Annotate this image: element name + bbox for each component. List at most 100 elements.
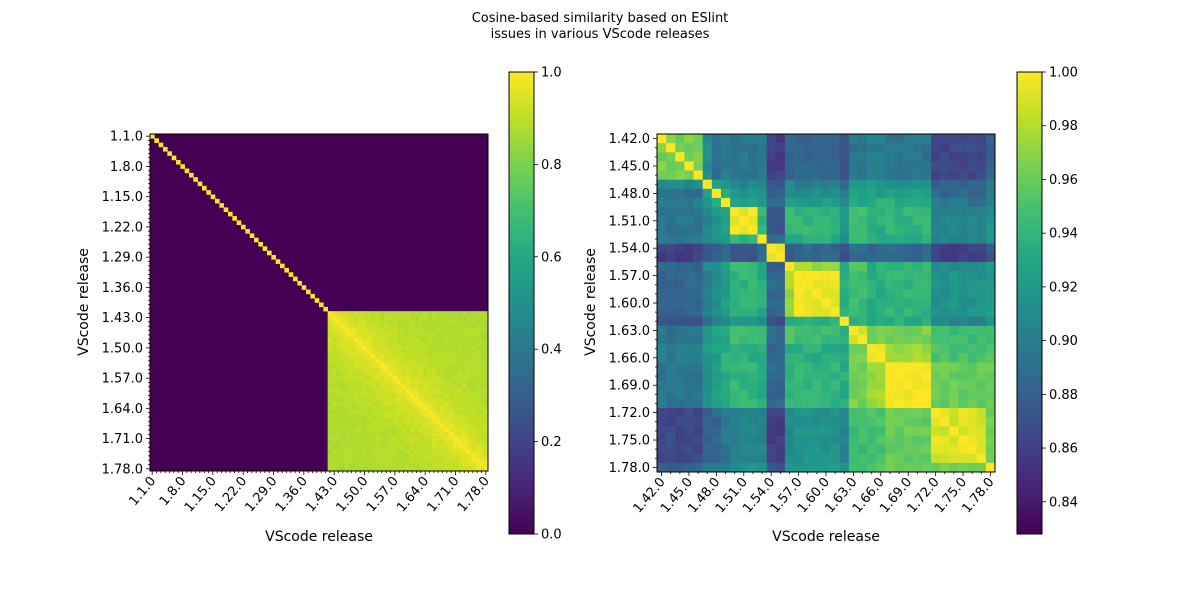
- left-colorbar-gradient-band: [509, 172, 534, 177]
- left-block-cell: [436, 406, 441, 411]
- right-colorbar-gradient-band: [1017, 141, 1042, 146]
- left-block-cell: [392, 350, 398, 355]
- left-block-cell: [457, 453, 463, 459]
- left-block-cell: [462, 410, 467, 416]
- right-heatmap-cell: [657, 170, 667, 180]
- left-colorbar-gradient-band: [509, 233, 534, 238]
- right-heatmap-cell: [921, 161, 932, 171]
- left-block-cell: [340, 414, 346, 420]
- right-heatmap-cell: [921, 289, 932, 299]
- right-heatmap-cell: [885, 170, 895, 180]
- left-block-cell: [353, 401, 359, 407]
- right-heatmap-cell: [666, 134, 676, 144]
- right-heatmap-cell: [985, 152, 996, 162]
- left-block-cell: [358, 414, 363, 420]
- left-block-cell: [375, 332, 380, 338]
- left-block-cell: [388, 449, 393, 455]
- right-heatmap-cell: [949, 179, 959, 190]
- right-colorbar-gradient-band: [1017, 75, 1042, 81]
- left-colorbar-gradient-band: [509, 372, 534, 377]
- left-block-cell: [479, 414, 484, 420]
- left-block-cell: [401, 371, 406, 377]
- right-heatmap-cell: [766, 243, 777, 254]
- right-heatmap-cell: [921, 216, 932, 226]
- left-block-cell: [332, 419, 337, 424]
- left-block-cell: [431, 358, 437, 364]
- left-x-tick-label: 1.71.0: [424, 474, 462, 515]
- left-block-cell: [475, 388, 480, 394]
- right-heatmap-cell: [976, 426, 987, 436]
- right-colorbar-gradient-band: [1017, 376, 1042, 381]
- left-block-cell: [397, 445, 402, 450]
- left-block-cell: [475, 328, 480, 334]
- right-heatmap-cell: [730, 316, 740, 327]
- left-colorbar-gradient-band: [509, 426, 534, 431]
- right-heatmap-cell: [949, 243, 959, 254]
- right-heatmap-cell: [684, 389, 694, 400]
- right-heatmap-cell: [794, 161, 804, 171]
- right-heatmap-cell: [657, 435, 667, 445]
- right-colorbar-gradient-band: [1017, 387, 1042, 392]
- right-heatmap-cell: [702, 243, 713, 254]
- right-heatmap-cell: [949, 197, 959, 208]
- left-colorbar-gradient-band: [509, 168, 534, 173]
- left-colorbar-gradient-band: [509, 287, 534, 292]
- left-block-cell: [332, 384, 337, 390]
- left-block-cell: [436, 367, 441, 372]
- right-heatmap-cell: [757, 389, 767, 400]
- left-block-cell: [414, 406, 419, 411]
- right-heatmap-cell: [666, 307, 676, 318]
- right-heatmap-cell: [794, 344, 804, 354]
- right-colorbar-gradient-band: [1017, 341, 1042, 346]
- right-heatmap-cell: [876, 380, 886, 391]
- left-block-cell: [401, 328, 406, 334]
- left-block-cell: [431, 445, 437, 450]
- right-colorbar-gradient-band: [1017, 491, 1042, 496]
- right-heatmap-cell: [675, 252, 685, 263]
- left-block-cell: [371, 354, 376, 359]
- left-block-cell: [423, 449, 428, 455]
- left-block-cell: [449, 419, 454, 424]
- right-heatmap-cell: [912, 408, 923, 418]
- right-heatmap-cell: [812, 371, 822, 381]
- left-block-cell: [423, 466, 428, 472]
- right-heatmap-cell: [711, 261, 722, 272]
- right-heatmap-cell: [794, 289, 804, 299]
- right-heatmap-cell: [876, 435, 886, 445]
- left-block-cell: [375, 388, 380, 394]
- right-heatmap-cell: [903, 261, 914, 272]
- left-block-cell: [384, 458, 389, 463]
- left-colorbar-gradient-band: [509, 79, 534, 84]
- right-heatmap-cell: [711, 380, 722, 391]
- right-heatmap-cell: [766, 462, 777, 473]
- left-block-cell: [444, 358, 450, 364]
- right-colorbar-gradient-band: [1017, 472, 1042, 477]
- left-block-cell: [483, 401, 489, 407]
- right-heatmap-cell: [903, 307, 914, 318]
- left-block-cell: [475, 350, 480, 355]
- right-heatmap-cell: [821, 207, 831, 217]
- right-heatmap-cell: [931, 152, 941, 162]
- right-heatmap-cell: [675, 316, 685, 327]
- left-block-cell: [384, 328, 389, 334]
- right-heatmap-cell: [803, 170, 813, 180]
- left-block-cell: [349, 311, 354, 316]
- left-block-cell: [345, 453, 350, 459]
- left-block-cell: [327, 458, 333, 463]
- right-heatmap-cells: [657, 134, 996, 473]
- left-block-cell: [418, 427, 424, 433]
- right-heatmap-cell: [720, 289, 731, 299]
- right-heatmap-cell: [711, 289, 722, 299]
- left-block-cell: [358, 362, 363, 368]
- left-block-cell: [444, 328, 450, 334]
- right-heatmap-cell: [720, 225, 731, 235]
- right-colorbar-gradient-band: [1017, 318, 1042, 323]
- left-block-cell: [431, 462, 437, 467]
- right-heatmap-cell: [748, 179, 758, 190]
- right-heatmap-cell: [848, 271, 859, 281]
- right-heatmap-cell: [711, 252, 722, 263]
- left-block-cell: [440, 427, 445, 433]
- left-block-cell: [340, 324, 346, 329]
- left-block-cell: [345, 462, 350, 467]
- left-block-cell: [397, 380, 402, 385]
